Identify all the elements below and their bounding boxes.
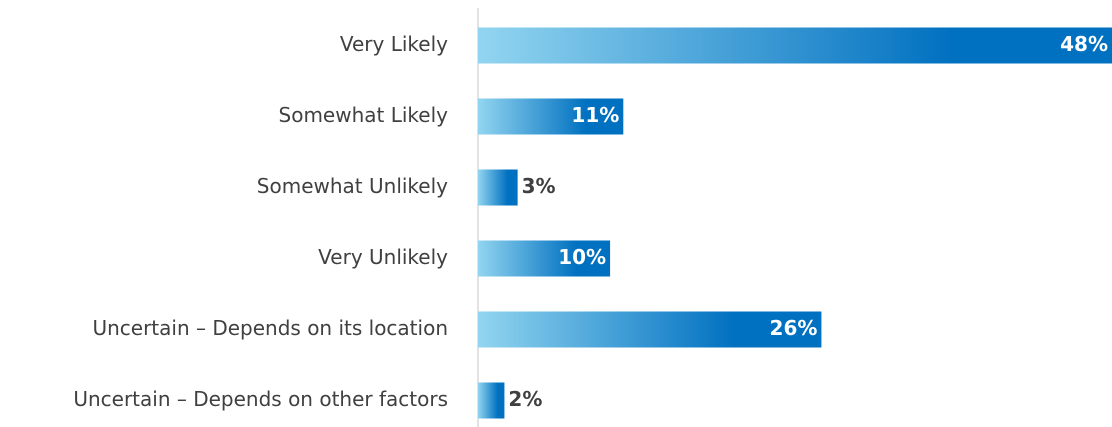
bar [478, 169, 518, 206]
category-label: Somewhat Unlikely [257, 174, 448, 198]
value-label: 2% [508, 387, 542, 411]
category-label: Uncertain – Depends on other factors [73, 387, 448, 411]
bar [478, 311, 822, 348]
value-label: 48% [1060, 32, 1108, 56]
bar [478, 382, 505, 419]
value-label: 26% [770, 316, 818, 340]
value-label: 3% [522, 174, 556, 198]
bar [478, 98, 624, 135]
category-label: Somewhat Likely [279, 103, 449, 127]
category-label: Very Likely [340, 32, 448, 56]
value-label: 10% [558, 245, 606, 269]
bar [478, 27, 1112, 64]
category-label: Very Unlikely [318, 245, 448, 269]
category-label: Uncertain – Depends on its location [92, 316, 448, 340]
value-label: 11% [571, 103, 619, 127]
bar [478, 240, 611, 277]
